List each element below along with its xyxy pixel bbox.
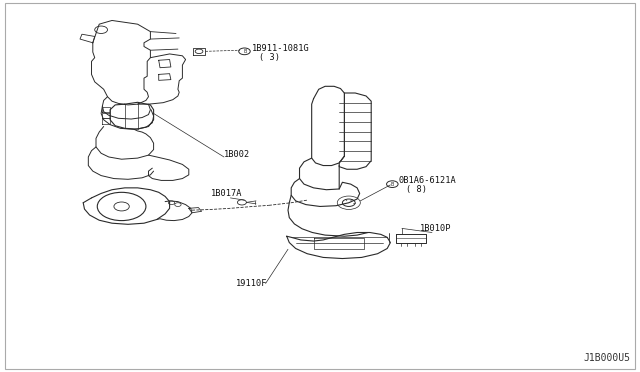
Text: 0B1A6-6121A: 0B1A6-6121A: [399, 176, 456, 185]
Text: 1B911-1081G: 1B911-1081G: [252, 44, 309, 53]
Text: 1B017A: 1B017A: [211, 189, 243, 198]
Text: B: B: [243, 49, 247, 54]
Text: ( 3): ( 3): [259, 53, 280, 62]
Text: ( 8): ( 8): [406, 185, 428, 194]
Text: 1B010P: 1B010P: [420, 224, 451, 233]
Text: B: B: [390, 182, 394, 187]
Text: 1B002: 1B002: [224, 150, 250, 159]
Text: 19110F: 19110F: [236, 279, 267, 288]
Text: J1B000U5: J1B000U5: [584, 353, 630, 363]
